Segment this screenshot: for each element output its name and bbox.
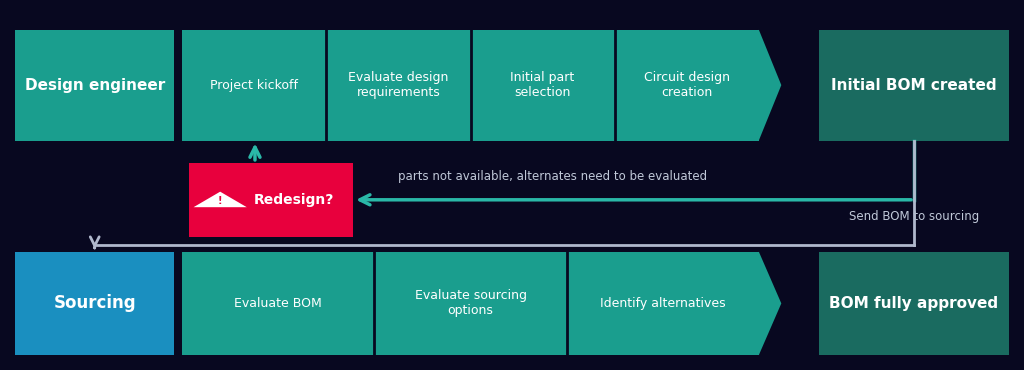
Text: Redesign?: Redesign? (254, 193, 335, 207)
FancyBboxPatch shape (182, 30, 759, 141)
FancyBboxPatch shape (819, 252, 1009, 355)
Text: Send BOM to sourcing: Send BOM to sourcing (849, 209, 979, 223)
Text: Identify alternatives: Identify alternatives (600, 297, 726, 310)
Text: parts not available, alternates need to be evaluated: parts not available, alternates need to … (398, 169, 708, 183)
Text: Evaluate BOM: Evaluate BOM (234, 297, 323, 310)
Text: Project kickoff: Project kickoff (210, 78, 298, 92)
Polygon shape (759, 30, 781, 141)
Text: Evaluate design
requirements: Evaluate design requirements (348, 71, 449, 99)
FancyBboxPatch shape (189, 163, 353, 237)
Polygon shape (759, 252, 781, 355)
Text: Circuit design
creation: Circuit design creation (644, 71, 730, 99)
Text: Initial BOM created: Initial BOM created (831, 78, 996, 92)
FancyBboxPatch shape (15, 252, 174, 355)
Text: Evaluate sourcing
options: Evaluate sourcing options (415, 289, 526, 317)
Text: Initial part
selection: Initial part selection (511, 71, 574, 99)
FancyBboxPatch shape (819, 30, 1009, 141)
FancyBboxPatch shape (182, 252, 759, 355)
Polygon shape (194, 192, 247, 207)
Text: Sourcing: Sourcing (53, 295, 136, 312)
Text: !: ! (218, 195, 222, 206)
Text: Design engineer: Design engineer (25, 78, 165, 92)
FancyBboxPatch shape (15, 30, 174, 141)
Text: BOM fully approved: BOM fully approved (829, 296, 998, 311)
